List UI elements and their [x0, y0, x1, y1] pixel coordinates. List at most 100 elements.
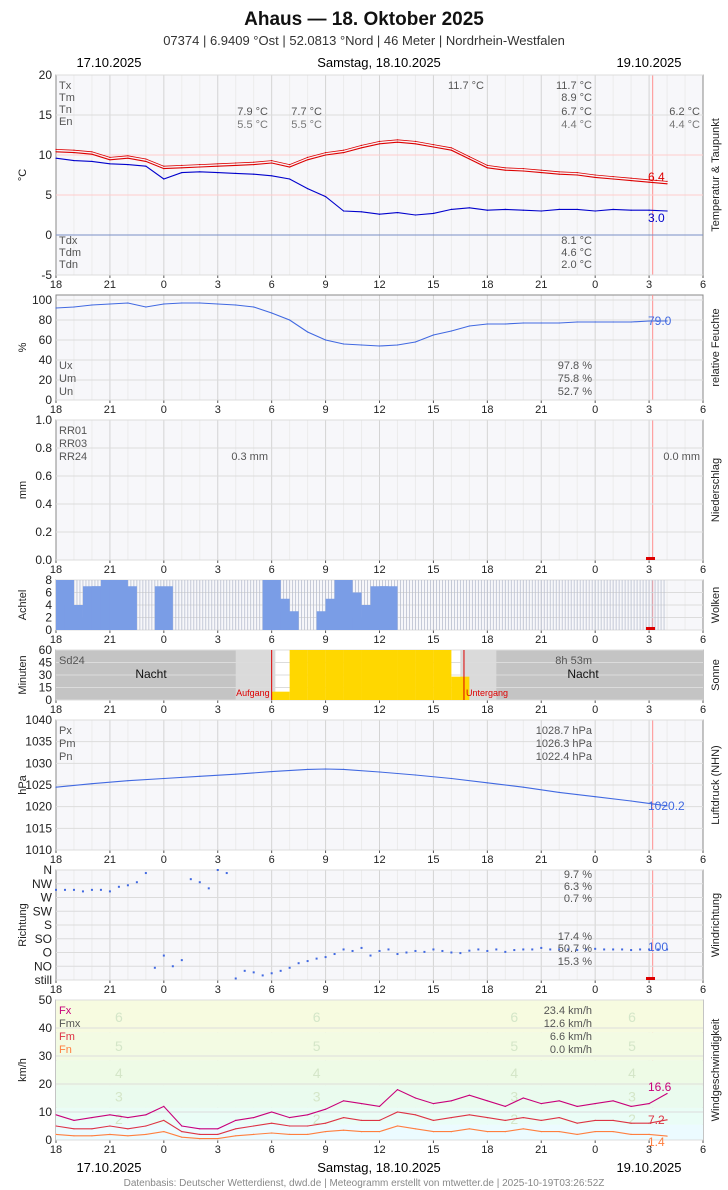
beaufort-label: 6	[313, 1009, 321, 1025]
pressure-line-point	[342, 768, 345, 771]
series-red-line-b-point	[127, 155, 129, 157]
side-label: Sonne	[710, 659, 722, 691]
beaufort-label: 2	[313, 1111, 321, 1127]
stat-value: 7.9 °C	[237, 106, 268, 118]
wind-Fx-line-point	[576, 1105, 578, 1107]
wind-Fm-line-point	[289, 1125, 291, 1127]
x-tick-label: 15	[427, 854, 439, 866]
series-blue-line-point	[594, 210, 596, 212]
series-red-line-b-point	[271, 160, 273, 162]
x-tick-label: 3	[215, 1144, 221, 1156]
wind-Fm-line-point	[127, 1128, 129, 1130]
direction-point	[153, 966, 156, 969]
x-tick-label: 3	[646, 704, 652, 716]
x-tick-label: 3	[646, 854, 652, 866]
x-tick-label: 0	[161, 634, 167, 646]
x-tick-label: 9	[323, 984, 329, 996]
direction-point	[144, 872, 147, 875]
series-red-line-b-point	[181, 164, 183, 166]
stat-value: 0.3 mm	[231, 451, 268, 463]
humidity-line-point	[468, 325, 470, 327]
direction-point	[360, 946, 363, 949]
x-tick-label: 18	[50, 404, 62, 416]
wind-Fm-line-point	[558, 1117, 560, 1119]
y-tick-label: 1040	[25, 713, 52, 727]
sunshine-bar	[397, 650, 416, 700]
x-tick-label: 3	[646, 1144, 652, 1156]
beaufort-label: 6	[115, 1009, 123, 1025]
wind-Fn-line-point	[217, 1138, 219, 1140]
stat-value: 17.4 %	[558, 931, 592, 943]
wind-Fn-line-point	[181, 1136, 183, 1138]
direction-point	[180, 959, 183, 962]
side-label: Niederschlag	[710, 458, 722, 522]
beaufort-label: 4	[313, 1065, 321, 1081]
pressure-line-point	[199, 775, 201, 777]
stat-value: 15.3 %	[558, 956, 592, 968]
direction-point	[387, 948, 390, 951]
x-tick-label: 6	[700, 564, 706, 576]
series-blue-line-point	[360, 211, 363, 213]
x-tick-label: 6	[700, 634, 706, 646]
wind-Fx-line-point	[217, 1128, 219, 1130]
wind-Fm-line-point	[307, 1125, 309, 1127]
x-tick-label: 3	[215, 854, 221, 866]
x-tick-label: 3	[646, 279, 652, 291]
y-axis-label: Achtel	[17, 590, 29, 621]
stat-value: 0.7 %	[564, 893, 592, 905]
wind-Fm-line-point	[450, 1117, 452, 1119]
stat-value: 0.0 mm	[663, 451, 700, 463]
direction-point	[558, 948, 561, 951]
wind-Fn-line-point	[396, 1125, 399, 1127]
y-tick-label: 60	[39, 333, 53, 347]
stat-value: 6.2 °C	[669, 106, 700, 118]
humidity-line-point	[73, 306, 75, 308]
wind-Fx-line-point	[163, 1105, 165, 1107]
wind-Fn-line-point	[558, 1131, 560, 1133]
end-label: 16.6	[648, 1080, 672, 1094]
wind-Fm-line-point	[468, 1114, 470, 1116]
sunshine-bar	[271, 691, 290, 700]
series-blue-line-point	[486, 209, 488, 211]
x-tick-label: 6	[700, 404, 706, 416]
wind-Fn-line-point	[666, 1135, 668, 1137]
x-tick-label: 0	[161, 854, 167, 866]
x-tick-label: 3	[646, 404, 652, 416]
wind-Fx-line-point	[181, 1125, 183, 1127]
wind-Fm-line-point	[612, 1119, 614, 1121]
x-tick-label: 3	[646, 564, 652, 576]
series-red-line-b-point	[486, 164, 488, 166]
direction-point	[648, 948, 651, 951]
end-label: 100	[648, 940, 668, 954]
y-tick-label: 0	[45, 1133, 52, 1147]
x-tick-label: 9	[323, 704, 329, 716]
beaufort-label: 5	[628, 1038, 636, 1054]
wind-Fm-line-point	[109, 1125, 111, 1127]
x-tick-label: 21	[535, 564, 547, 576]
y-tick-label: 40	[39, 1021, 53, 1035]
x-tick-label: 21	[535, 404, 547, 416]
legend-label: Fn	[59, 1044, 72, 1056]
y-tick-label: 60	[39, 643, 53, 657]
series-red-line-point	[468, 158, 470, 160]
x-tick-label: 18	[481, 984, 493, 996]
y-tick-label: SO	[35, 932, 52, 946]
humidity-line-point	[127, 302, 129, 304]
series-red-line-b-point	[217, 163, 219, 165]
stat-value: 50.7 %	[558, 943, 592, 955]
series-red-line-b-point	[594, 174, 596, 176]
date-right: 19.10.2025	[616, 55, 681, 70]
y-tick-label: 0	[45, 228, 52, 242]
y-tick-label: 4	[45, 598, 52, 612]
stat-value: 8h 53m	[555, 655, 592, 667]
stat-value: 7.7 °C	[291, 106, 322, 118]
stat-value: 23.4 km/h	[544, 1005, 592, 1017]
pressure-line-point	[307, 768, 309, 771]
wind-Fx-line-point	[594, 1103, 596, 1105]
beaufort-label: 5	[510, 1038, 518, 1054]
y-tick-label: S	[44, 918, 52, 932]
wind-Fx-line-point	[630, 1105, 632, 1107]
panel-humidity: 18 21 0 3 6 9 12 15 18 21 0 3 6% relative Feuchte 0 20 4…	[17, 293, 722, 416]
series-red-line-b-point	[612, 176, 614, 178]
